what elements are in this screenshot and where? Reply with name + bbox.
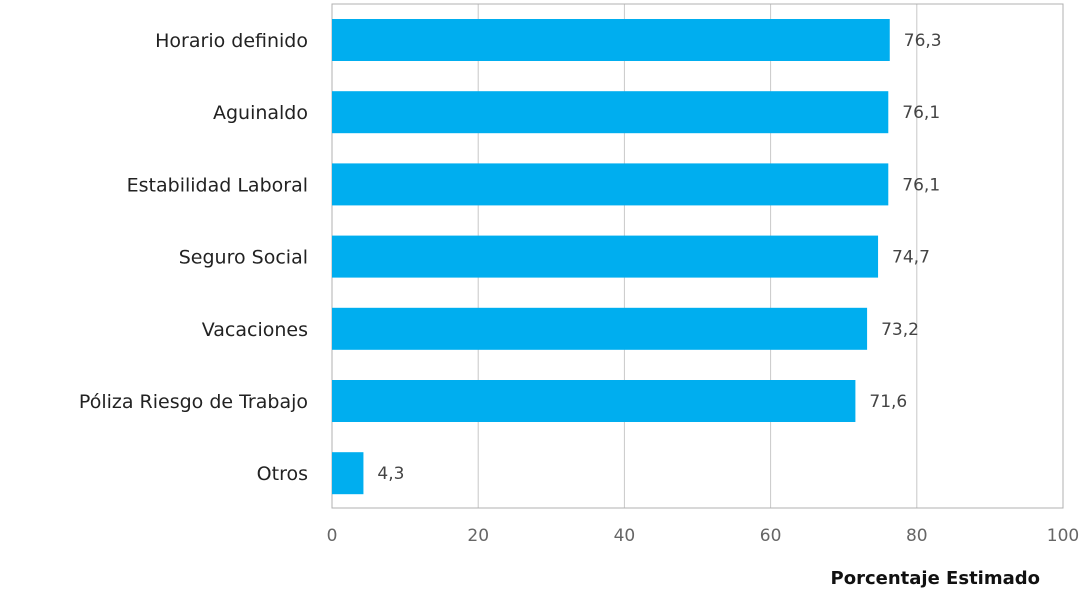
- category-label: Aguinaldo: [213, 102, 308, 124]
- data-label: 76,1: [902, 103, 940, 123]
- data-label: 71,6: [869, 392, 907, 412]
- bar: [332, 452, 364, 495]
- category-label: Horario definido: [155, 30, 308, 52]
- category-label: Otros: [257, 463, 308, 485]
- data-label: 4,3: [377, 464, 404, 484]
- x-tick-label: 100: [1047, 526, 1079, 546]
- data-label: 76,1: [902, 175, 940, 195]
- data-label: 73,2: [881, 320, 919, 340]
- x-axis-title: Porcentaje Estimado: [831, 568, 1040, 589]
- x-tick-label: 0: [327, 526, 338, 546]
- bar: [332, 235, 879, 278]
- label-layer: Horario definido 76,3 Aguinaldo 76,1 Estabil…: [79, 30, 942, 485]
- data-label: 74,7: [892, 248, 930, 268]
- bar-layer: [332, 19, 890, 495]
- bar: [332, 91, 889, 134]
- bar: [332, 307, 868, 350]
- category-label: Estabilidad Laboral: [127, 174, 308, 196]
- x-tick-label: 60: [760, 526, 782, 546]
- bar: [332, 380, 856, 422]
- x-tick-label: 80: [906, 526, 928, 546]
- bar: [332, 163, 889, 206]
- data-label: 76,3: [904, 31, 942, 51]
- category-label: Seguro Social: [179, 247, 308, 269]
- x-tick-label: 20: [467, 526, 489, 546]
- x-tick-label: 40: [614, 526, 636, 546]
- category-label: Vacaciones: [202, 319, 308, 341]
- x-tick-layer: 0 20 40 60 80 100: [327, 526, 1080, 546]
- bar: [332, 19, 890, 61]
- category-label: Póliza Riesgo de Trabajo: [79, 391, 308, 413]
